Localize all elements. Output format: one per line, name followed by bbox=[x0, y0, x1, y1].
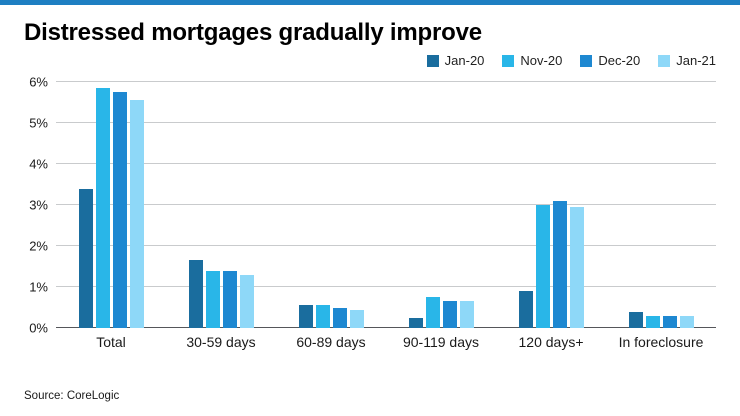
category-label: 120 days+ bbox=[518, 334, 584, 350]
legend-item-nov-20: Nov-20 bbox=[502, 53, 562, 68]
bar-dec-20-total bbox=[112, 92, 127, 328]
y-tick-label: 2% bbox=[29, 238, 48, 254]
chart-title: Distressed mortgages gradually improve bbox=[24, 19, 482, 46]
category-label: Total bbox=[96, 334, 126, 350]
y-tick-label: 4% bbox=[29, 156, 48, 172]
y-tick-label: 6% bbox=[29, 74, 48, 90]
legend-swatch-icon bbox=[426, 54, 439, 67]
category-label: 90-119 days bbox=[402, 334, 479, 350]
legend-item-jan-20: Jan-20 bbox=[426, 53, 485, 68]
gridline bbox=[56, 204, 716, 205]
category-axis: Total 30-59 days 60-89 days 90-119 days 120 … bbox=[56, 334, 716, 350]
bar-nov-20-in-foreclosure bbox=[645, 315, 660, 328]
bar-jan-20-30-59-days bbox=[188, 260, 203, 328]
x-axis-line bbox=[56, 327, 716, 328]
bar-nov-20-30-59-days bbox=[205, 270, 220, 328]
y-tick-label: 3% bbox=[29, 197, 48, 213]
bar-jan-21-total bbox=[129, 100, 144, 328]
legend-swatch-icon bbox=[580, 54, 593, 67]
y-tick-label: 5% bbox=[29, 115, 48, 131]
gridline bbox=[56, 81, 716, 82]
y-tick-label: 0% bbox=[29, 320, 48, 336]
bar-group-60-89-days bbox=[276, 82, 386, 328]
bar-group-30-59-days bbox=[166, 82, 276, 328]
bar-dec-20-30-59-days bbox=[222, 270, 237, 328]
bar-nov-20-total bbox=[95, 88, 110, 328]
legend-item-jan-21: Jan-21 bbox=[658, 53, 716, 68]
bar-jan-21-30-59-days bbox=[239, 274, 254, 328]
bar-jan-21-60-89-days bbox=[349, 309, 364, 328]
bar-nov-20-60-89-days bbox=[315, 305, 330, 328]
bar-jan-21-120-days+ bbox=[569, 207, 584, 328]
bar-group-in-foreclosure bbox=[606, 82, 716, 328]
bar-nov-20-90-119-days bbox=[425, 297, 440, 328]
gridline bbox=[56, 245, 716, 246]
gridline bbox=[56, 122, 716, 123]
plot-area: 0% 1% 2% 3% 4% 5% 6% bbox=[29, 75, 716, 336]
bar-dec-20-in-foreclosure bbox=[662, 315, 677, 328]
bar-jan-20-in-foreclosure bbox=[628, 311, 643, 328]
gridline bbox=[56, 163, 716, 164]
bar-jan-20-total bbox=[78, 188, 93, 328]
bar-dec-20-120-days+ bbox=[552, 200, 567, 328]
chart: 0% 1% 2% 3% 4% 5% 6% Total 30-59 days 60-89 days… bbox=[0, 75, 740, 350]
bar-group-120-days+ bbox=[496, 82, 606, 328]
bar-group-total bbox=[56, 82, 166, 328]
category-label: In foreclosure bbox=[618, 334, 704, 350]
legend-swatch-icon bbox=[658, 54, 671, 67]
source-note: Source: CoreLogic bbox=[24, 390, 120, 402]
bar-jan-20-90-119-days bbox=[408, 317, 423, 328]
bar-groups bbox=[56, 82, 716, 328]
top-accent-bar bbox=[0, 0, 740, 5]
bar-jan-20-120-days+ bbox=[518, 291, 533, 328]
bar-jan-21-90-119-days bbox=[459, 301, 474, 328]
category-label: 60-89 days bbox=[296, 334, 366, 350]
bar-dec-20-60-89-days bbox=[332, 307, 347, 328]
gridline bbox=[56, 286, 716, 287]
legend-swatch-icon bbox=[502, 54, 515, 67]
legend: Jan-20 Nov-20 Dec-20 Jan-21 bbox=[24, 53, 716, 68]
bar-nov-20-120-days+ bbox=[535, 205, 550, 328]
legend-label: Jan-20 bbox=[444, 53, 485, 68]
legend-label: Dec-20 bbox=[598, 53, 641, 68]
category-label: 30-59 days bbox=[186, 334, 256, 350]
bar-jan-20-60-89-days bbox=[298, 305, 313, 328]
legend-label: Nov-20 bbox=[520, 53, 563, 68]
bar-dec-20-90-119-days bbox=[442, 301, 457, 328]
bar-group-90-119-days bbox=[386, 82, 496, 328]
legend-label: Jan-21 bbox=[676, 53, 716, 68]
y-tick-label: 1% bbox=[29, 279, 48, 295]
bar-jan-21-in-foreclosure bbox=[679, 315, 694, 328]
legend-item-dec-20: Dec-20 bbox=[580, 53, 640, 68]
